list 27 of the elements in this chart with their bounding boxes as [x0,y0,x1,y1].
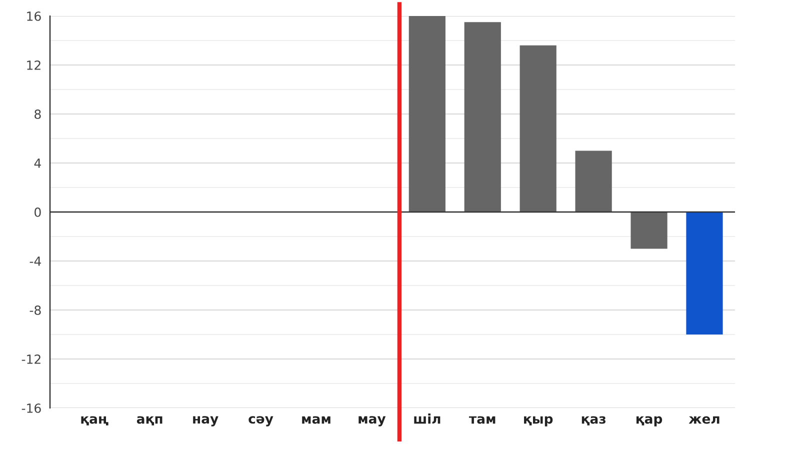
y-tick-label: 12 [27,60,40,70]
x-tick-label: жел [688,416,720,424]
y-tick-label: 0 [34,207,41,217]
x-tick-label: мау [358,416,386,426]
y-tick-label: 4 [34,158,41,168]
x-tick-label: мам [302,416,330,424]
x-tick-label: қаң [81,416,108,426]
x-tick-label: қар [636,416,662,426]
x-tick-label: сәу [248,416,274,426]
bar [464,22,501,212]
y-tick-label: 16 [27,11,41,21]
bar [630,212,668,249]
bar [520,45,556,212]
y-tick-label: -4 [30,256,41,266]
x-tick-label: ақп [136,416,162,426]
x-tick-label: қаз [582,416,606,426]
y-tick-label: -16 [22,403,41,413]
y-tick-label: -8 [30,305,41,315]
y-tick-label: 8 [34,109,41,119]
bar [575,150,612,212]
x-tick-label: нау [193,416,218,426]
bar [686,212,723,334]
y-tick-label: -12 [22,354,40,364]
bar [408,16,446,212]
x-tick-label: қыр [524,416,553,426]
x-tick-label: шіл [414,414,440,424]
x-tick-label: там [469,416,496,424]
